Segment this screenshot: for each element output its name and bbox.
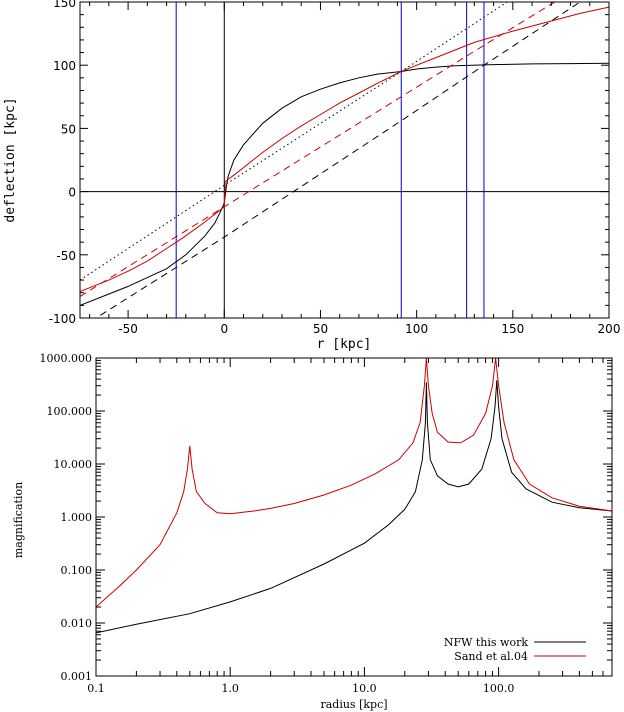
magnification-plot-area — [96, 358, 612, 634]
deflection-series-4-dotted — [80, 2, 509, 281]
y-tick-label: 100 — [53, 59, 76, 73]
x-tick-label: 10.0 — [352, 682, 377, 695]
x-tick-label: 100.0 — [483, 682, 515, 695]
deflection-plot-frame — [79, 1, 610, 319]
x-tick-label: 50 — [313, 322, 328, 336]
deflection-series-3-dashed — [95, 2, 582, 318]
magnification-series-1 — [96, 358, 612, 608]
magnification-y-axis-title: magnification — [12, 482, 25, 558]
legend-label-nfw: NFW this work — [444, 636, 529, 649]
y-tick-label: 50 — [61, 122, 76, 136]
magnification-x-axis-title: radius [kpc] — [320, 698, 387, 711]
x-tick-label: -50 — [118, 322, 138, 336]
y-tick-label: 1.000 — [61, 511, 93, 524]
y-tick-label: 150 — [53, 0, 76, 10]
deflection-series-0-solid — [80, 62, 609, 306]
deflection-plot-area — [80, 2, 609, 318]
y-tick-label: 0.001 — [61, 670, 93, 683]
y-tick-label: 1000.000 — [40, 352, 93, 365]
deflection-series-1-solid — [80, 6, 609, 292]
magnification-panel: 0.1 1.0 10.0 100.0 0.001 0.010 0.100 1.000 10.00… — [12, 352, 613, 711]
legend: NFW this work Sand et al.04 — [444, 636, 586, 663]
y-tick-label: 0 — [68, 186, 76, 200]
y-tick-label: -100 — [49, 312, 76, 326]
legend-label-sand: Sand et al.04 — [454, 650, 528, 663]
y-tick-label: 0.010 — [61, 617, 93, 630]
magnification-ticks: 0.1 1.0 10.0 100.0 0.001 0.010 0.100 1.000 10.00… — [40, 352, 613, 695]
x-tick-label: 150 — [501, 322, 524, 336]
deflection-y-axis-title: deflection [kpc] — [3, 97, 18, 222]
magnification-series-group — [96, 358, 612, 634]
x-tick-label: 0 — [220, 322, 228, 336]
deflection-x-axis-title: r [kpc] — [317, 337, 372, 352]
x-tick-label: 200 — [598, 322, 621, 336]
x-tick-label: 0.1 — [87, 682, 105, 695]
deflection-series-group — [80, 2, 609, 318]
magnification-plot-frame — [95, 357, 613, 677]
y-tick-label: -50 — [56, 249, 76, 263]
deflection-ticks: -50 0 50 100 150 200 -100 -50 0 50 100 150 — [49, 0, 621, 336]
deflection-series-2-dashed — [80, 2, 556, 297]
x-tick-label: 100 — [405, 322, 428, 336]
y-tick-label: 10.000 — [54, 458, 93, 471]
magnification-series-0 — [96, 380, 612, 634]
x-tick-label: 1.0 — [221, 682, 239, 695]
y-tick-label: 100.000 — [47, 405, 93, 418]
y-tick-label: 0.100 — [61, 564, 93, 577]
